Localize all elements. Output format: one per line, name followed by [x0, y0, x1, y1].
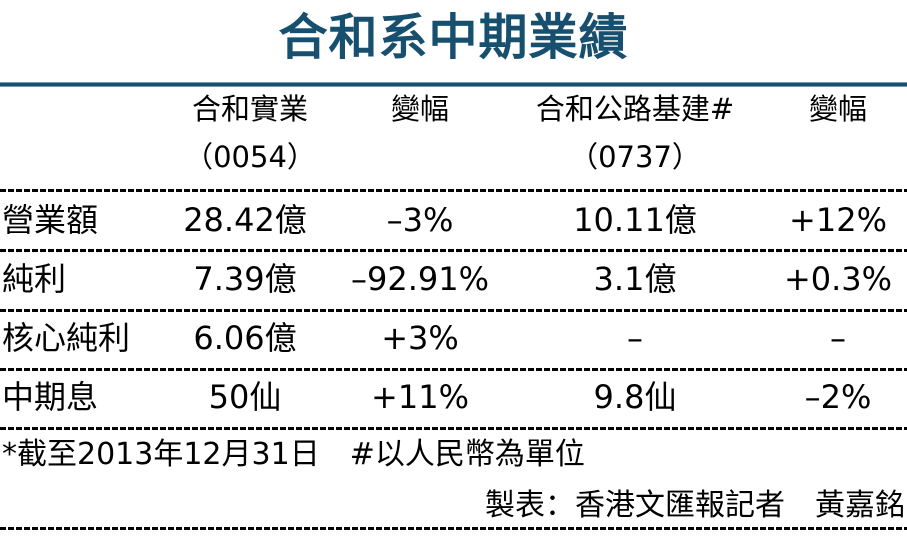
table-cell: +11%	[371, 378, 469, 416]
column-header-hhi-code: （0737）	[569, 140, 701, 174]
column-header-hopewell-code: （0054）	[184, 140, 316, 174]
table-cell: 10.11億	[573, 201, 697, 239]
table-cell: 7.39億	[193, 260, 297, 298]
table-cell: –	[830, 319, 846, 357]
row-divider-rule	[0, 309, 907, 312]
table-bottom-rule	[0, 427, 907, 430]
table-cell: +0.3%	[783, 260, 893, 298]
table-cell: 6.06億	[193, 319, 297, 357]
table-cell: –2%	[804, 378, 872, 416]
column-header-hhi-change: 變幅	[808, 92, 868, 126]
footnote-credit: 製表：香港文匯報記者 黃嘉銘	[485, 488, 905, 523]
table-cell: –3%	[386, 201, 454, 239]
title-divider-rule	[0, 82, 907, 87]
table-row-label: 核心純利	[2, 319, 131, 357]
table-cell: 50仙	[208, 378, 282, 416]
table-cell: 3.1億	[593, 260, 677, 298]
column-header-hopewell-change: 變幅	[390, 92, 450, 126]
table-cell: –	[627, 319, 643, 357]
footer-bottom-rule	[0, 527, 907, 530]
table-row-label: 中期息	[2, 378, 99, 416]
table-row-label: 營業額	[2, 201, 99, 239]
row-divider-rule	[0, 368, 907, 371]
table-cell: 9.8仙	[593, 378, 677, 416]
table-cell: –92.91%	[350, 260, 490, 298]
row-divider-rule	[0, 249, 907, 252]
column-header-hopewell: 合和實業	[191, 92, 309, 126]
header-divider-rule	[0, 189, 907, 192]
table-cell: 28.42億	[183, 201, 307, 239]
table-cell: +3%	[381, 319, 459, 357]
footnote-period: *截至2013年12月31日 #以人民幣為單位	[2, 437, 585, 472]
page-title: 合和系中期業績	[278, 9, 629, 66]
table-cell: +12%	[789, 201, 887, 239]
table-row-label: 純利	[2, 260, 67, 298]
column-header-hhi: 合和公路基建#	[535, 92, 735, 126]
